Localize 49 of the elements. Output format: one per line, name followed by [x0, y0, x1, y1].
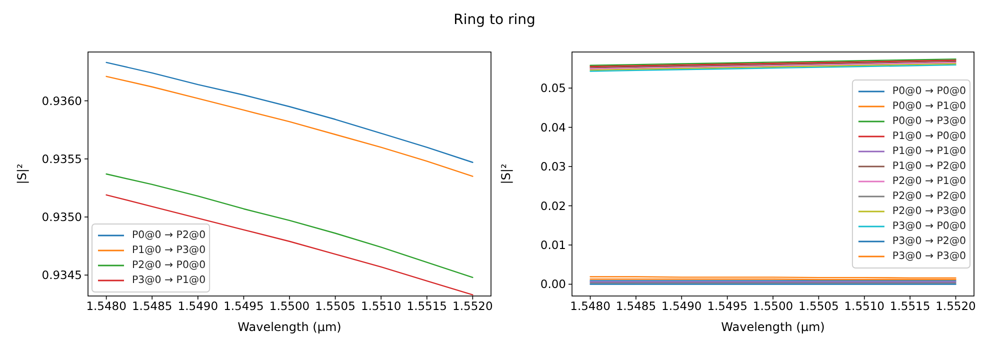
y-tick-label: 0.9350: [42, 210, 82, 224]
x-tick-label: 1.5505: [315, 299, 356, 313]
y-tick-label: 0.9355: [42, 152, 82, 166]
legend-label: P3@0 → P2@0: [892, 236, 966, 247]
x-tick-label: 1.5510: [844, 299, 884, 313]
y-tick-label: 0.03: [540, 160, 566, 174]
x-tick-label: 1.5490: [662, 299, 702, 313]
legend-label: P2@0 → P1@0: [892, 176, 966, 187]
chart-title: Ring to ring: [454, 12, 536, 28]
y-axis-title: |S|²: [15, 164, 29, 184]
x-tick-label: 1.5480: [570, 299, 610, 313]
x-tick-label: 1.5495: [707, 299, 748, 313]
x-tick-label: 1.5500: [752, 299, 794, 313]
x-tick-label: 1.5480: [86, 299, 126, 313]
x-tick-label: 1.5485: [616, 299, 656, 313]
x-tick-label: 1.5520: [936, 299, 976, 313]
legend-label: P0@0 → P0@0: [892, 86, 966, 97]
x-tick-label: 1.5495: [224, 299, 264, 313]
y-axis-title: |S|²: [499, 164, 513, 184]
x-tick-label: 1.5485: [132, 299, 172, 313]
x-tick-label: 1.5515: [890, 299, 930, 313]
legend-label: P1@0 → P2@0: [892, 161, 966, 172]
legend-label: P3@0 → P0@0: [892, 221, 966, 232]
y-tick-label: 0.9360: [42, 94, 82, 108]
legend-label: P2@0 → P3@0: [892, 206, 966, 217]
x-tick-label: 1.5490: [178, 299, 218, 313]
x-tick-label: 1.5500: [269, 299, 310, 313]
y-tick-label: 0.04: [540, 120, 566, 134]
x-tick-label: 1.5520: [452, 299, 493, 313]
x-tick-label: 1.5510: [360, 299, 402, 313]
x-tick-label: 1.5505: [798, 299, 839, 313]
legend-label: P3@0 → P1@0: [132, 275, 206, 286]
legend-label: P0@0 → P3@0: [892, 116, 966, 127]
x-axis-title: Wavelength (µm): [238, 320, 342, 334]
legend-label: P1@0 → P1@0: [892, 146, 966, 157]
x-axis-title: Wavelength (µm): [721, 320, 825, 334]
y-tick-label: 0.05: [540, 81, 566, 96]
legend-label: P1@0 → P0@0: [892, 131, 966, 142]
legend-label: P0@0 → P2@0: [132, 230, 206, 241]
legend-label: P2@0 → P0@0: [132, 260, 206, 271]
legend-label: P1@0 → P3@0: [132, 245, 206, 256]
legend-label: P3@0 → P3@0: [892, 251, 966, 262]
y-tick-label: 0.00: [540, 277, 566, 292]
y-tick-label: 0.9345: [42, 268, 82, 282]
y-tick-label: 0.02: [540, 198, 566, 213]
x-tick-label: 1.5515: [406, 299, 448, 313]
y-tick-label: 0.01: [540, 238, 566, 252]
legend-label: P2@0 → P2@0: [892, 191, 966, 202]
legend-label: P0@0 → P1@0: [892, 101, 966, 112]
